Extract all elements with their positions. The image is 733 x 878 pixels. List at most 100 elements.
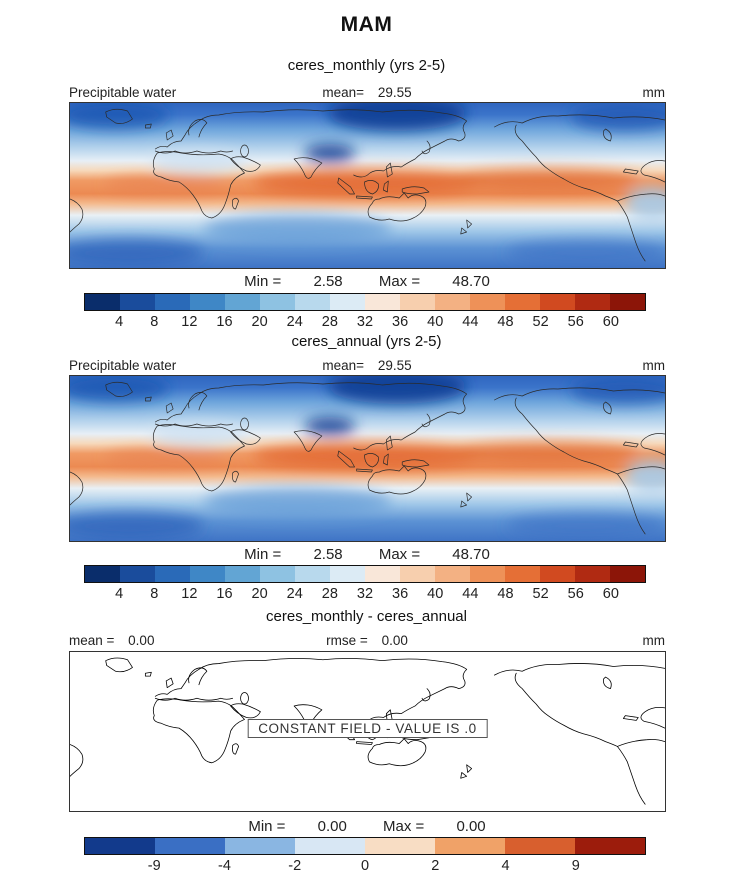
colorbar-tick-row: 4 8 12 16 20 24 28 32 36 40 44 48 52 56 60	[84, 312, 646, 332]
colorbar-tick-label: 8	[150, 586, 159, 602]
panel3-header-row: mean = 0.00 rmse = 0.00 mm	[69, 633, 665, 648]
colorbar-tick-label: 44	[462, 314, 479, 330]
panel3-subtitle: ceres_monthly - ceres_annual	[266, 608, 467, 625]
colorbar-segment	[400, 294, 435, 310]
rmse-label: rmse =	[326, 633, 368, 648]
colorbar-segment	[190, 566, 225, 582]
colorbar-segment	[120, 566, 155, 582]
panel3-minmax-line: Min = 0.00 Max = 0.00	[69, 818, 665, 835]
world-map-svg	[70, 103, 665, 268]
min-label: Min =	[244, 273, 282, 290]
colorbar-tick-label: 48	[497, 314, 514, 330]
mean-group: mean = 0.00	[69, 633, 326, 648]
colorbar-tick-label: 24	[286, 586, 303, 602]
colorbar-tick-label: 52	[532, 314, 549, 330]
colorbar-segment	[365, 294, 400, 310]
colorbar-tick-label: 4	[115, 586, 124, 602]
colorbar-panel-2: 4 8 12 16 20 24 28 32 36 40 44 48 52 56 60	[84, 565, 646, 604]
colorbar-tick-label: 52	[532, 586, 549, 602]
panel1-header-row: Precipitable water mean= 29.55 mm	[69, 85, 665, 100]
colorbar-segment	[85, 294, 120, 310]
colorbar-tick-label: -4	[218, 858, 231, 874]
colorbar-tick-label: 4	[115, 314, 124, 330]
colorbar-segment	[610, 294, 645, 310]
panel1-subtitle: ceres_monthly (yrs 2-5)	[287, 57, 446, 74]
colorbar-segment	[505, 838, 575, 854]
mean-group: mean= 29.55	[322, 85, 411, 100]
colorbar-tick-label: 28	[321, 586, 338, 602]
mean-label: mean =	[69, 633, 115, 648]
mean-label: mean=	[322, 85, 365, 100]
colorbar-tick-label: 32	[356, 314, 374, 330]
colorbar-segment	[260, 566, 295, 582]
colorbar-tick-label: 36	[392, 586, 409, 602]
colorbar-tick-label: 28	[321, 314, 338, 330]
colorbar-segment	[295, 838, 365, 854]
max-value: 48.70	[452, 273, 490, 290]
mean-label: mean=	[322, 358, 365, 373]
plot-title: MAM	[340, 13, 393, 36]
colorbar-segment	[610, 566, 645, 582]
units-label: mm	[642, 358, 666, 373]
colorbar-tick-label: 36	[392, 314, 409, 330]
colorbar-segment	[435, 566, 470, 582]
max-label: Max =	[378, 273, 421, 290]
colorbar-segment	[505, 566, 540, 582]
colorbar-tick-label: 8	[150, 314, 159, 330]
colorbar-segment	[330, 294, 365, 310]
colorbar-segment	[575, 838, 645, 854]
colorbar-tick-label: 9	[571, 858, 580, 874]
world-map-svg	[70, 376, 665, 541]
colorbar-tick-label: 60	[602, 314, 619, 330]
min-label: Min =	[248, 818, 286, 835]
colorbar-segment	[575, 566, 610, 582]
colorbar-segment	[225, 294, 260, 310]
colorbar-tick-label: -2	[288, 858, 302, 874]
colorbar-segment	[365, 838, 435, 854]
colorbar-segment	[330, 566, 365, 582]
colorbar-segment	[400, 566, 435, 582]
min-value: 2.58	[313, 273, 343, 290]
map-panel-1	[69, 102, 666, 269]
colorbar-segment	[190, 294, 225, 310]
colorbar-tick-label: 2	[431, 858, 440, 874]
units-label: mm	[642, 85, 666, 100]
colorbar-tick-label: 44	[462, 586, 479, 602]
panel2-subtitle: ceres_annual (yrs 2-5)	[291, 333, 442, 350]
colorbar-segment	[505, 294, 540, 310]
units-label: mm	[642, 633, 666, 648]
colorbar-segment	[155, 566, 190, 582]
min-value: 2.58	[313, 546, 343, 563]
colorbar-tick-label: -9	[147, 858, 161, 874]
colorbar-segment	[155, 294, 190, 310]
mean-group: mean= 29.55	[322, 358, 411, 373]
colorbar-segment	[155, 838, 225, 854]
colorbar-panel-1: 4 8 12 16 20 24 28 32 36 40 44 48 52 56 60	[84, 293, 646, 332]
rmse-group: rmse = 0.00	[326, 633, 408, 648]
map-panel-3: CONSTANT FIELD - VALUE IS .0	[69, 651, 666, 812]
colorbar-segments	[84, 293, 646, 311]
rmse-value: 0.00	[381, 633, 408, 648]
colorbar-tick-label: 0	[360, 858, 370, 874]
colorbar-segments	[84, 565, 646, 583]
colorbar-tick-label: 32	[356, 586, 374, 602]
field-label: Precipitable water	[69, 358, 177, 373]
colorbar-tick-label: 12	[181, 586, 198, 602]
max-label: Max =	[378, 546, 421, 563]
colorbar-tick-label: 40	[427, 314, 444, 330]
colorbar-tick-label: 60	[602, 586, 619, 602]
min-label: Min =	[244, 546, 282, 563]
max-label: Max =	[383, 818, 425, 835]
colorbar-segments	[84, 837, 646, 855]
field-label: Precipitable water	[69, 85, 177, 100]
colorbar-tick-label: 24	[286, 314, 303, 330]
colorbar-segment	[260, 294, 295, 310]
colorbar-segment	[470, 294, 505, 310]
panel2-header-row: Precipitable water mean= 29.55 mm	[69, 358, 665, 373]
colorbar-tick-label: 56	[567, 314, 584, 330]
map-panel-2	[69, 375, 666, 542]
colorbar-tick-label: 48	[497, 586, 514, 602]
mean-value: 29.55	[377, 85, 412, 100]
colorbar-segment	[540, 294, 575, 310]
panel2-minmax-line: Min = 2.58 Max = 48.70	[69, 546, 665, 563]
